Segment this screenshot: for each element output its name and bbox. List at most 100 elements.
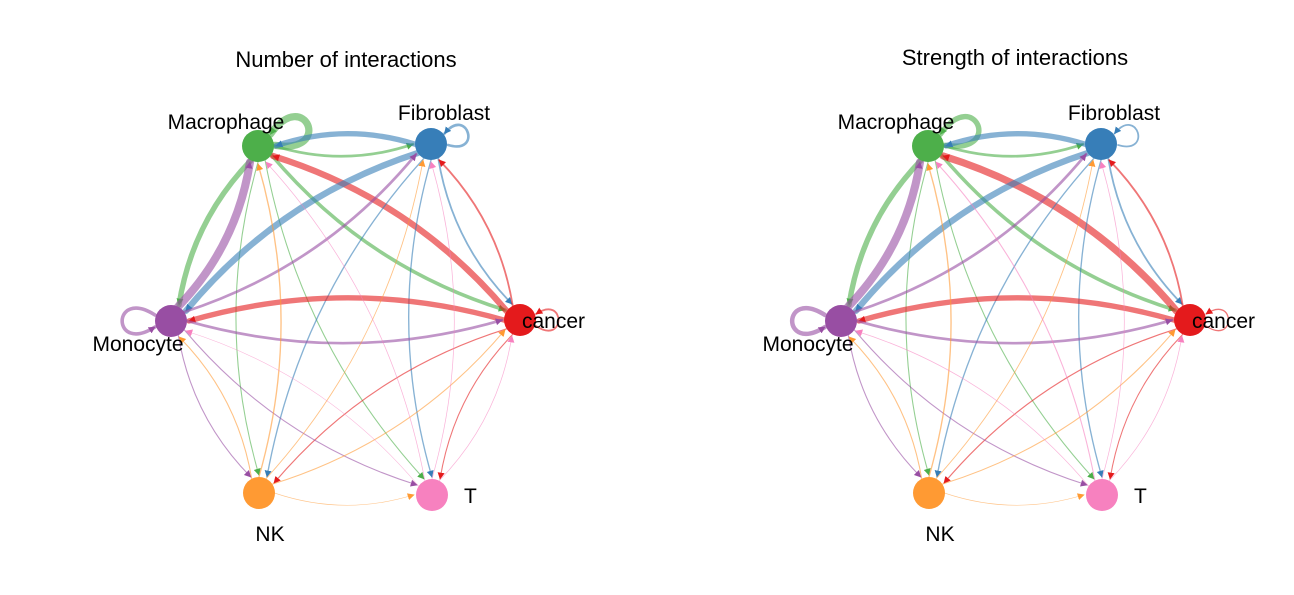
edge-macrophage-to-monocyte bbox=[846, 157, 924, 308]
edge-monocyte-to-t bbox=[183, 329, 418, 487]
edge-monocyte-to-cancer bbox=[855, 318, 1174, 345]
node-cancer bbox=[1174, 304, 1206, 336]
edge-monocyte-to-macrophage bbox=[174, 158, 255, 311]
edge-macrophage-to-monocyte bbox=[176, 157, 254, 308]
edge-cancer-to-monocyte bbox=[186, 295, 507, 324]
node-t bbox=[416, 479, 448, 511]
loop-fibroblast bbox=[443, 123, 470, 148]
node-label-monocyte: Monocyte bbox=[92, 333, 183, 356]
edge-nk-to-cancer bbox=[271, 329, 506, 485]
edge-nk-to-t bbox=[274, 492, 415, 506]
edge-monocyte-to-t bbox=[853, 329, 1088, 487]
loop-macrophage bbox=[266, 113, 313, 150]
edge-fibroblast-to-monocyte bbox=[852, 149, 1091, 315]
panel-title: Strength of interactions bbox=[902, 45, 1128, 70]
node-label-nk: NK bbox=[925, 523, 954, 546]
node-macrophage bbox=[242, 130, 274, 162]
node-macrophage bbox=[912, 130, 944, 162]
edge-macrophage-to-t bbox=[934, 159, 1095, 480]
loop-cancer bbox=[1205, 307, 1230, 332]
edge-t-to-macrophage bbox=[935, 161, 1096, 482]
edge-t-to-fibroblast bbox=[1099, 161, 1125, 480]
edge-macrophage-to-nk bbox=[235, 161, 261, 476]
edge-nk-to-cancer bbox=[941, 329, 1176, 485]
loop-fibroblast bbox=[1113, 124, 1140, 148]
node-label-cancer: cancer bbox=[1192, 310, 1255, 333]
edge-fibroblast-to-cancer bbox=[1107, 157, 1183, 305]
edge-monocyte-to-fibroblast bbox=[182, 152, 418, 314]
label-layer: Macrophage Fibroblast cancer T NK Monocyte bbox=[762, 102, 1255, 546]
node-monocyte bbox=[825, 305, 857, 337]
node-t bbox=[1086, 479, 1118, 511]
edge-cancer-to-macrophage bbox=[939, 152, 1181, 315]
edge-cancer-to-t bbox=[1107, 333, 1184, 480]
edge-monocyte-to-macrophage bbox=[844, 158, 925, 311]
node-monocyte bbox=[155, 305, 187, 337]
panel-title: Number of interactions bbox=[235, 47, 456, 72]
edge-cancer-to-fibroblast bbox=[438, 159, 514, 307]
edge-cancer-to-monocyte bbox=[856, 295, 1177, 324]
edge-t-to-monocyte bbox=[185, 329, 419, 487]
edge-nk-to-macrophage bbox=[926, 163, 952, 478]
edge-t-to-fibroblast bbox=[429, 161, 455, 480]
edge-nk-to-monocyte bbox=[178, 336, 253, 480]
edge-monocyte-to-fibroblast bbox=[852, 152, 1088, 314]
node-label-fibroblast: Fibroblast bbox=[1068, 102, 1160, 125]
edge-t-to-cancer bbox=[1108, 335, 1185, 482]
node-layer bbox=[825, 128, 1206, 511]
edge-monocyte-to-nk bbox=[177, 334, 252, 478]
edge-cancer-to-nk bbox=[943, 328, 1178, 484]
edge-fibroblast-to-t bbox=[408, 159, 434, 478]
node-label-cancer: cancer bbox=[522, 310, 585, 333]
label-layer: Macrophage Fibroblast cancer T NK Monocyte bbox=[92, 102, 585, 546]
node-fibroblast bbox=[1085, 128, 1117, 160]
node-fibroblast bbox=[415, 128, 447, 160]
edge-nk-to-fibroblast bbox=[265, 159, 426, 480]
node-label-fibroblast: Fibroblast bbox=[398, 102, 490, 125]
edge-monocyte-to-cancer bbox=[185, 318, 504, 345]
edge-nk-to-fibroblast bbox=[935, 159, 1096, 480]
edge-t-to-cancer bbox=[438, 335, 515, 482]
edge-fibroblast-to-monocyte bbox=[182, 149, 421, 315]
edge-macrophage-to-cancer bbox=[269, 153, 507, 312]
node-nk bbox=[913, 477, 945, 509]
edge-fibroblast-to-macrophage bbox=[273, 131, 418, 149]
edge-macrophage-to-cancer bbox=[939, 153, 1177, 312]
edge-macrophage-to-fibroblast bbox=[942, 142, 1085, 158]
edge-fibroblast-to-nk bbox=[264, 157, 425, 478]
edge-t-to-macrophage bbox=[265, 161, 426, 482]
node-cancer bbox=[504, 304, 536, 336]
node-label-t: T bbox=[1134, 485, 1147, 508]
edge-nk-to-t bbox=[944, 492, 1085, 506]
edge-fibroblast-to-cancer bbox=[437, 157, 513, 305]
edge-nk-to-monocyte bbox=[848, 336, 923, 480]
edge-nk-to-macrophage bbox=[256, 163, 282, 478]
node-label-macrophage: Macrophage bbox=[168, 111, 285, 134]
loop-cancer bbox=[535, 307, 560, 332]
edge-layer bbox=[120, 113, 560, 506]
edge-macrophage-to-fibroblast bbox=[272, 142, 415, 158]
node-label-monocyte: Monocyte bbox=[762, 333, 853, 356]
edge-fibroblast-to-macrophage bbox=[943, 131, 1088, 149]
node-layer bbox=[155, 128, 536, 511]
edge-macrophage-to-nk bbox=[905, 161, 931, 476]
edge-fibroblast-to-nk bbox=[934, 157, 1095, 478]
edge-cancer-to-t bbox=[437, 333, 514, 480]
loop-monocyte bbox=[789, 306, 828, 336]
edge-monocyte-to-nk bbox=[847, 334, 922, 478]
edge-cancer-to-macrophage bbox=[269, 152, 510, 315]
node-label-macrophage: Macrophage bbox=[838, 111, 955, 134]
node-label-nk: NK bbox=[255, 523, 284, 546]
edge-fibroblast-to-t bbox=[1078, 159, 1104, 478]
edge-macrophage-to-t bbox=[264, 159, 425, 480]
edge-cancer-to-nk bbox=[273, 328, 508, 484]
loop-macrophage bbox=[937, 113, 982, 149]
edge-cancer-to-fibroblast bbox=[1108, 159, 1184, 307]
node-nk bbox=[243, 477, 275, 509]
loop-monocyte bbox=[120, 306, 157, 336]
edge-layer bbox=[789, 113, 1230, 506]
edge-t-to-monocyte bbox=[855, 329, 1090, 487]
